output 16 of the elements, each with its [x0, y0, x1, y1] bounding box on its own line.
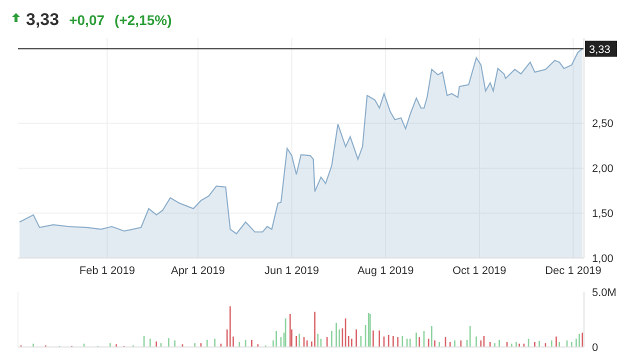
y-tick-label: 1,00 [592, 252, 614, 265]
ref-line-label: 3,33 [589, 44, 610, 56]
chart-title: 3,33 [26, 10, 60, 30]
x-tick-label: Apr 1 2019 [171, 264, 225, 277]
y-tick-label: 5.0M [592, 286, 616, 299]
x-tick-label: Feb 1 2019 [79, 264, 136, 277]
x-tick-label: Jun 1 2019 [264, 264, 319, 277]
y-tick-label: 1,50 [592, 208, 614, 220]
x-tick-label: Aug 1 2019 [357, 264, 414, 277]
y-tick-label: 0 [592, 342, 598, 354]
text: (+2,15%) [114, 12, 172, 28]
text: +0,07 [69, 12, 105, 28]
x-tick-label: Dec 1 2019 [545, 264, 602, 277]
y-tick-label: 2,00 [592, 163, 614, 176]
y-tick-label: 2,50 [592, 118, 614, 130]
x-tick-label: Oct 1 2019 [452, 264, 506, 277]
